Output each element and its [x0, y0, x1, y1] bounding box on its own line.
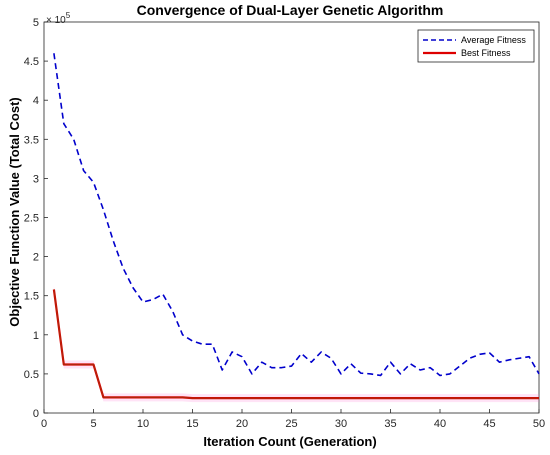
y-tick-label: 0 [33, 408, 39, 420]
y-exponent-power: 5 [66, 11, 71, 20]
y-axis-title: Objective Function Value (Total Cost) [7, 97, 22, 326]
legend-box [417, 29, 535, 63]
chart-title: Convergence of Dual-Layer Genetic Algori… [137, 2, 444, 18]
y-tick-label: 1 [33, 330, 39, 342]
y-tick-label: 1.5 [24, 291, 39, 303]
series-layer [52, 53, 540, 403]
x-tick-label: 10 [137, 418, 149, 430]
plot-area [43, 21, 540, 414]
y-axis-ticks: 0 0.5 1 1.5 2 2.5 3 3.5 4 4.5 5 [24, 17, 48, 420]
y-tick-label: 4.5 [24, 56, 39, 68]
x-tick-label: 40 [434, 418, 446, 430]
x-tick-label: 50 [533, 418, 545, 430]
y-tick-label: 2.5 [24, 213, 39, 225]
best-fitness-line-overlay [53, 289, 539, 399]
x-tick-label: 45 [483, 418, 495, 430]
y-tick-label: 4 [33, 95, 39, 107]
y-tick-label: 5 [33, 17, 39, 29]
y-tick-label: 3.5 [24, 134, 39, 146]
x-tick-label: 5 [90, 418, 96, 430]
legend: Average Fitness Best Fitness [417, 29, 535, 63]
x-tick-label: 0 [41, 418, 47, 430]
x-axis-ticks: 0 5 10 15 20 25 30 35 40 45 50 [41, 409, 545, 430]
legend-label: Average Fitness [461, 35, 526, 45]
y-tick-label: 3 [33, 173, 39, 185]
legend-label: Best Fitness [461, 48, 511, 58]
x-tick-label: 15 [186, 418, 198, 430]
average-fitness-line [53, 53, 540, 377]
y-exponent-label: × 105 [46, 11, 71, 26]
y-tick-label: 0.5 [24, 369, 39, 381]
y-exponent-base: × 10 [46, 15, 66, 26]
x-axis-title: Iteration Count (Generation) [203, 434, 376, 449]
plot-background [44, 22, 539, 413]
x-tick-label: 35 [384, 418, 396, 430]
x-tick-label: 20 [236, 418, 248, 430]
y-tick-label: 2 [33, 252, 39, 264]
x-tick-label: 30 [335, 418, 347, 430]
x-tick-label: 25 [285, 418, 297, 430]
